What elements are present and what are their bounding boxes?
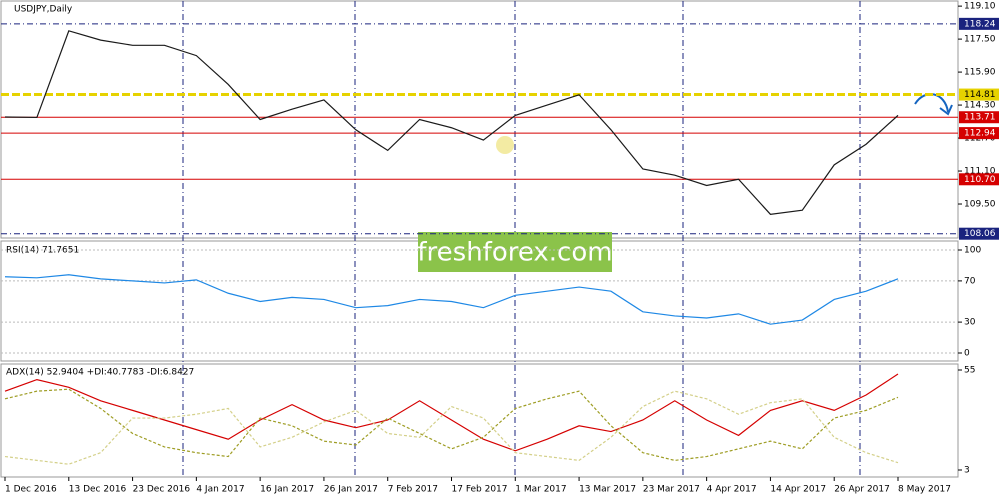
x-tick-label: 1 Dec 2016 (5, 485, 57, 495)
x-tick-label: 23 Mar 2017 (643, 485, 700, 495)
level-label: 108.06 (964, 229, 996, 239)
level-label: 110.70 (964, 175, 996, 185)
chart-title: USDJPY,Daily (14, 5, 73, 15)
adx-title: ADX(14) 52.9404 +DI:40.7783 -DI:6.8427 (6, 368, 194, 378)
x-tick-label: 7 Feb 2017 (388, 485, 438, 495)
level-box (959, 127, 999, 140)
x-tick-label: 4 Jan 2017 (196, 485, 244, 495)
arrow-head (939, 104, 953, 116)
x-tick-label: 23 Dec 2016 (133, 485, 191, 495)
x-tick-label: 26 Jan 2017 (324, 485, 378, 495)
x-tick-label: 14 Apr 2017 (770, 485, 826, 495)
level-label: 118.24 (964, 19, 996, 29)
highlight (496, 136, 514, 154)
watermark-box (418, 232, 612, 272)
x-tick-label: 16 Jan 2017 (260, 485, 314, 495)
y-tick-label: 100 (964, 246, 981, 256)
level-label: 112.94 (964, 129, 996, 139)
y-tick-label: 119.10 (964, 2, 996, 12)
x-tick-label: 8 May 2017 (898, 485, 951, 495)
adx-panel (0, 363, 959, 478)
x-tick-label: 13 Dec 2016 (69, 485, 127, 495)
forecast-arrow (914, 93, 949, 113)
level-box (959, 88, 999, 101)
y-tick-label: 70 (964, 276, 976, 286)
watermark: freshforex.com (417, 238, 612, 268)
level-box (959, 111, 999, 124)
series-line (4, 30, 899, 215)
y-tick-label: 3 (964, 466, 970, 476)
y-tick-label: 117.50 (964, 35, 996, 45)
series-line (4, 388, 899, 461)
y-tick-label: 109.50 (964, 200, 996, 210)
y-tick-label: 0 (964, 349, 970, 359)
x-tick-label: 13 Mar 2017 (579, 485, 636, 495)
level-label: 113.71 (964, 113, 996, 123)
y-tick-label: 55 (964, 366, 975, 376)
level-box (959, 173, 999, 186)
y-tick-label: 114.30 (964, 101, 996, 111)
x-tick-label: 1 Mar 2017 (515, 485, 566, 495)
series-line (4, 390, 899, 465)
y-tick-label: 115.90 (964, 68, 996, 78)
level-label: 114.81 (964, 90, 996, 100)
y-tick-label: 111.10 (964, 167, 996, 177)
x-tick-label: 26 Apr 2017 (834, 485, 890, 495)
series-line (4, 274, 899, 325)
x-tick-label: 4 Apr 2017 (707, 485, 757, 495)
level-box (959, 17, 999, 30)
series-line (4, 373, 899, 452)
level-box (959, 227, 999, 240)
x-tick-label: 17 Feb 2017 (452, 485, 508, 495)
y-tick-label: 30 (964, 318, 976, 328)
